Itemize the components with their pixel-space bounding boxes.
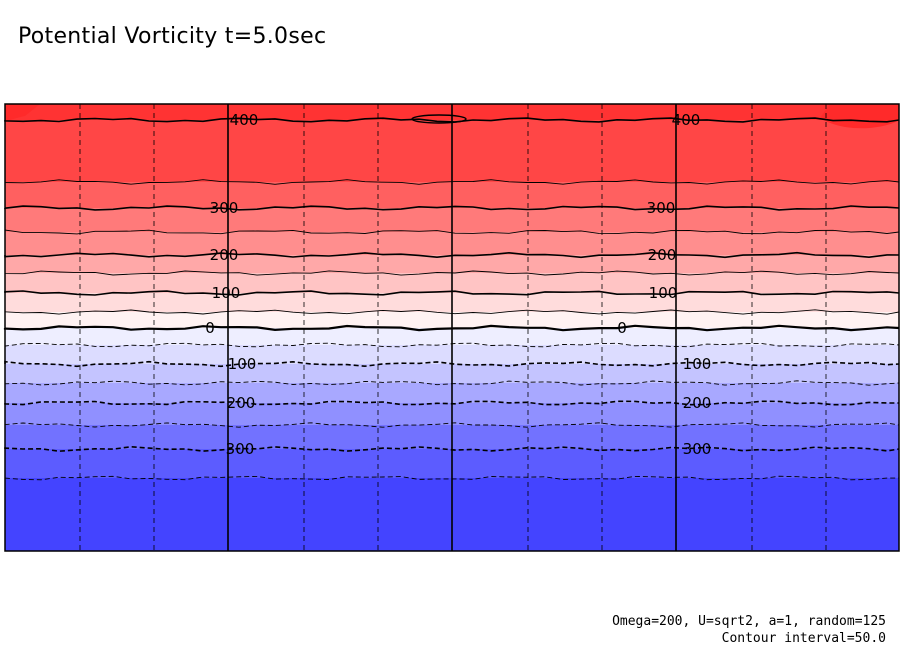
contour-line	[4, 270, 900, 276]
contour-label: 100	[649, 284, 678, 302]
contour-line	[4, 251, 900, 259]
contour-line	[4, 360, 900, 368]
plot-frame	[4, 103, 900, 552]
contour-label: 100	[683, 355, 712, 373]
contour-line	[4, 309, 900, 315]
contour-label: 200	[648, 246, 677, 264]
contour-interval-text: Contour interval=50.0	[721, 631, 886, 646]
chart-title: Potential Vorticity t=5.0sec	[18, 24, 327, 49]
contour-label: 300	[226, 440, 255, 458]
contour-labels: 400 400 300 300 200 200 100 100 0 0 100 100 200 200 30…	[205, 111, 712, 458]
contour-line	[4, 422, 900, 428]
contour-label: 100	[212, 284, 241, 302]
contour-lines	[3, 114, 900, 481]
contour-line	[4, 445, 900, 453]
contour-line	[4, 380, 900, 386]
parameter-text: Omega=200, U=sqrt2, a=1, random=125	[612, 614, 886, 629]
contour-line	[4, 205, 900, 211]
contour-line	[4, 179, 900, 185]
contour-label: 200	[227, 394, 256, 412]
contour-label: 100	[228, 355, 257, 373]
contour-line	[4, 400, 899, 406]
contour-line	[4, 229, 900, 235]
contour-line	[4, 117, 900, 123]
contour-line	[3, 324, 900, 332]
contour-line	[4, 342, 900, 348]
contour-label: 200	[683, 394, 712, 412]
contour-label: 400	[230, 111, 259, 129]
contour-label: 300	[683, 440, 712, 458]
contour-label: 300	[647, 199, 676, 217]
contour-label: 0	[617, 319, 627, 337]
contour-label: 0	[205, 319, 215, 337]
contour-line	[411, 114, 467, 124]
grid-lines	[79, 104, 827, 551]
contour-line	[4, 475, 900, 481]
contour-label: 400	[672, 111, 701, 129]
contour-label: 200	[210, 246, 239, 264]
contour-line	[4, 290, 900, 296]
fill-band	[5, 104, 40, 122]
contour-label: 300	[210, 199, 239, 217]
